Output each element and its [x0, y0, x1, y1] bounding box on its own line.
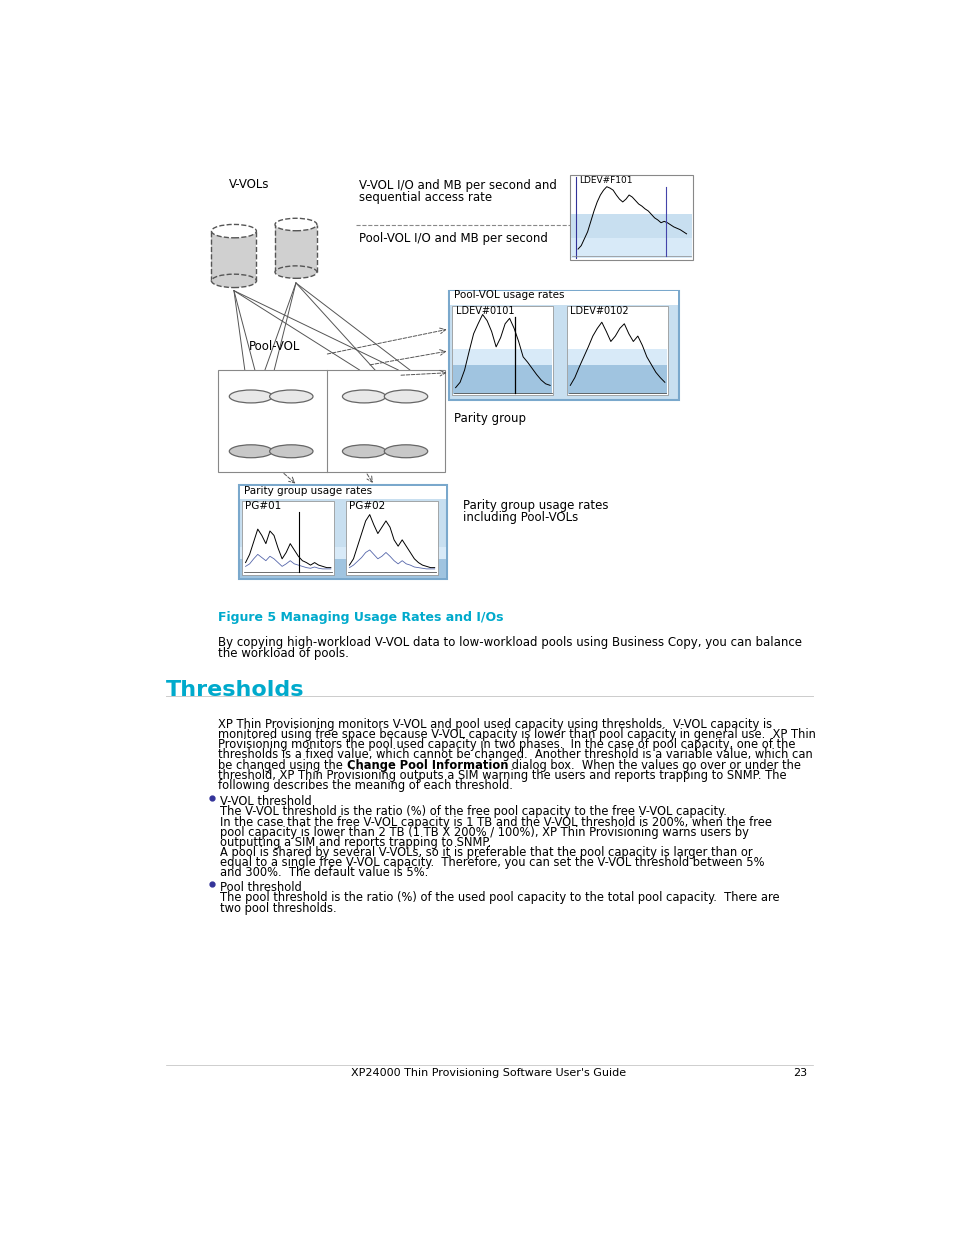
Polygon shape — [384, 396, 427, 451]
Text: Pool-VOL I/O and MB per second: Pool-VOL I/O and MB per second — [359, 232, 548, 245]
Text: LDEV#0101: LDEV#0101 — [456, 306, 514, 316]
Ellipse shape — [270, 390, 313, 403]
FancyBboxPatch shape — [240, 559, 446, 578]
Text: the workload of pools.: the workload of pools. — [218, 647, 349, 661]
Polygon shape — [274, 225, 316, 272]
Text: Parity group usage rates: Parity group usage rates — [244, 485, 372, 496]
Text: V-VOLs: V-VOLs — [229, 178, 270, 191]
FancyBboxPatch shape — [453, 350, 552, 394]
Ellipse shape — [342, 445, 385, 458]
Text: dialog box.  When the values go over or under the: dialog box. When the values go over or u… — [508, 758, 801, 772]
Text: sequential access rate: sequential access rate — [359, 190, 492, 204]
FancyBboxPatch shape — [240, 487, 446, 499]
Text: Provisioning monitors the pool used capacity in two phases.  In the case of pool: Provisioning monitors the pool used capa… — [218, 739, 795, 751]
Polygon shape — [229, 396, 273, 451]
Text: including Pool-VOLs: including Pool-VOLs — [462, 511, 578, 524]
FancyBboxPatch shape — [567, 350, 666, 394]
Text: V-VOL I/O and MB per second and: V-VOL I/O and MB per second and — [359, 179, 557, 191]
Text: PG#02: PG#02 — [348, 500, 384, 510]
FancyBboxPatch shape — [450, 291, 678, 305]
Ellipse shape — [229, 390, 273, 403]
Polygon shape — [270, 396, 313, 451]
Text: The V-VOL threshold is the ratio (%) of the free pool capacity to the free V-VOL: The V-VOL threshold is the ratio (%) of … — [220, 805, 726, 819]
FancyBboxPatch shape — [453, 364, 552, 394]
Text: LDEV#0102: LDEV#0102 — [570, 306, 628, 316]
Text: two pool thresholds.: two pool thresholds. — [220, 902, 336, 915]
FancyBboxPatch shape — [449, 290, 679, 400]
FancyBboxPatch shape — [346, 501, 437, 574]
FancyBboxPatch shape — [240, 547, 446, 578]
FancyBboxPatch shape — [571, 238, 691, 258]
FancyBboxPatch shape — [239, 485, 447, 579]
FancyBboxPatch shape — [242, 501, 334, 574]
Text: Parity group usage rates: Parity group usage rates — [462, 499, 607, 511]
Text: In the case that the free V-VOL capacity is 1 TB and the V-VOL threshold is 200%: In the case that the free V-VOL capacity… — [220, 815, 771, 829]
Text: following describes the meaning of each threshold.: following describes the meaning of each … — [218, 779, 513, 792]
FancyBboxPatch shape — [571, 214, 691, 238]
Ellipse shape — [212, 274, 256, 288]
Text: XP Thin Provisioning monitors V-VOL and pool used capacity using thresholds.  V-: XP Thin Provisioning monitors V-VOL and … — [218, 718, 772, 731]
FancyBboxPatch shape — [567, 364, 666, 394]
Text: Pool-VOL usage rates: Pool-VOL usage rates — [454, 290, 564, 300]
FancyBboxPatch shape — [570, 175, 692, 259]
Text: 23: 23 — [793, 1067, 806, 1078]
Text: V-VOL threshold: V-VOL threshold — [220, 795, 312, 809]
FancyBboxPatch shape — [218, 370, 444, 472]
Text: threshold, XP Thin Provisioning outputs a SIM warning the users and reports trap: threshold, XP Thin Provisioning outputs … — [218, 769, 786, 782]
Text: Change Pool Information: Change Pool Information — [347, 758, 508, 772]
Text: pool capacity is lower than 2 TB (1 TB X 200% / 100%), XP Thin Provisioning warn: pool capacity is lower than 2 TB (1 TB X… — [220, 826, 748, 839]
Text: Figure 5 Managing Usage Rates and I/Os: Figure 5 Managing Usage Rates and I/Os — [218, 611, 503, 624]
Text: PG#01: PG#01 — [245, 500, 281, 510]
Text: equal to a single free V-VOL capacity.  Therefore, you can set the V-VOL thresho: equal to a single free V-VOL capacity. T… — [220, 856, 763, 869]
Text: be changed using the: be changed using the — [218, 758, 347, 772]
Ellipse shape — [384, 390, 427, 403]
Ellipse shape — [274, 266, 316, 278]
FancyBboxPatch shape — [452, 306, 553, 395]
Polygon shape — [342, 396, 385, 451]
Text: and 300%.  The default value is 5%.: and 300%. The default value is 5%. — [220, 867, 428, 879]
Text: A pool is shared by several V-VOLs, so it is preferable that the pool capacity i: A pool is shared by several V-VOLs, so i… — [220, 846, 752, 860]
Text: outputting a SIM and reports trapping to SNMP.: outputting a SIM and reports trapping to… — [220, 836, 491, 848]
Text: By copying high-workload V-VOL data to low-workload pools using Business Copy, y: By copying high-workload V-VOL data to l… — [218, 636, 801, 650]
Ellipse shape — [229, 445, 273, 458]
Text: Pool threshold: Pool threshold — [220, 882, 301, 894]
Text: thresholds is a fixed value, which cannot be changed.  Another threshold is a va: thresholds is a fixed value, which canno… — [218, 748, 812, 762]
FancyBboxPatch shape — [567, 306, 667, 395]
Text: LDEV#F101: LDEV#F101 — [579, 175, 633, 185]
Polygon shape — [212, 231, 256, 280]
Text: XP24000 Thin Provisioning Software User's Guide: XP24000 Thin Provisioning Software User'… — [351, 1067, 626, 1078]
Ellipse shape — [384, 445, 427, 458]
Ellipse shape — [342, 390, 385, 403]
Ellipse shape — [274, 219, 316, 231]
Text: Pool-VOL: Pool-VOL — [249, 340, 299, 353]
Ellipse shape — [270, 445, 313, 458]
Text: Thresholds: Thresholds — [166, 679, 304, 699]
Text: The pool threshold is the ratio (%) of the used pool capacity to the total pool : The pool threshold is the ratio (%) of t… — [220, 892, 779, 904]
Ellipse shape — [212, 225, 256, 238]
Text: Parity group: Parity group — [454, 411, 525, 425]
Text: monitored using free space because V-VOL capacity is lower than pool capacity in: monitored using free space because V-VOL… — [218, 729, 816, 741]
